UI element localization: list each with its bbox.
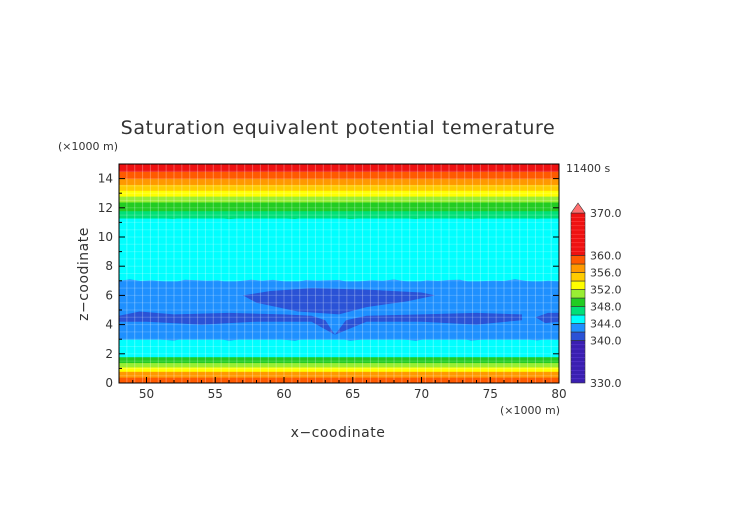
region-low-theta-right-tip — [535, 312, 559, 324]
contour-layer-3 — [119, 362, 559, 368]
colorbar-overflow-arrow — [570, 202, 586, 214]
x-tick-label: 55 — [208, 387, 223, 401]
contour-edge-lower — [119, 333, 559, 341]
colorbar-band-354-356 — [570, 272, 586, 282]
region-low-theta-band — [119, 311, 522, 335]
x-axis-ticks: 50 55 60 65 70 75 80 — [118, 377, 567, 401]
colorbar-band-342-344 — [570, 323, 586, 333]
colorbar-band-352-354 — [570, 280, 586, 290]
y-tick-label: 0 — [105, 376, 113, 390]
y-axis-label: z−coodinate — [76, 227, 92, 321]
contour-layer-4 — [119, 356, 559, 364]
x-axis-label: x−coodinate — [291, 425, 386, 441]
y-axis-ticks: 0 2 4 6 8 10 12 14 — [98, 172, 559, 390]
y-tick-label: 10 — [98, 230, 113, 244]
x-tick-label: 75 — [483, 387, 498, 401]
region-low-theta-core — [242, 288, 436, 315]
contour-layer-13 — [119, 178, 559, 185]
y-tick-label: 4 — [105, 318, 113, 332]
x-tick-label: 65 — [345, 387, 360, 401]
contour-layer-15 — [119, 164, 559, 172]
contour-edge-top — [119, 212, 559, 220]
contour-layer-7 — [119, 218, 559, 282]
plot-area — [119, 164, 559, 384]
y-tick-label: 12 — [98, 201, 113, 215]
contour-layer-9 — [119, 201, 559, 212]
colorbar-label: 330.0 — [590, 377, 622, 390]
x-unit-label: (×1000 m) — [500, 404, 560, 417]
x-tick-label: 80 — [551, 387, 566, 401]
colorbar: 370.0 360.0 356.0 352.0 348.0 344.0 340.0 330.0 — [570, 202, 622, 390]
colorbar-band-344-346 — [570, 314, 586, 324]
colorbar-label: 348.0 — [590, 301, 622, 314]
contour-layer-14 — [119, 171, 559, 180]
colorbar-label: 370.0 — [590, 207, 622, 220]
contour-layer-12 — [119, 184, 559, 191]
y-tick-label: 14 — [98, 172, 113, 186]
x-tick-label: 60 — [276, 387, 291, 401]
y-unit-label: (×1000 m) — [58, 140, 118, 153]
colorbar-label: 356.0 — [590, 267, 622, 280]
colorbar-band-346-348 — [570, 306, 586, 316]
colorbar-band-348-350 — [570, 297, 586, 307]
colorbar-label: 344.0 — [590, 318, 622, 331]
colorbar-band-358-360 — [570, 255, 586, 265]
x-tick-label: 50 — [139, 387, 154, 401]
contour-layer-2 — [119, 366, 559, 372]
contour-layer-5 — [119, 339, 559, 358]
x-tick-label: 70 — [414, 387, 429, 401]
y-tick-label: 8 — [105, 259, 113, 273]
colorbar-band-356-358 — [570, 263, 586, 273]
colorbar-label: 360.0 — [590, 250, 622, 263]
colorbar-label: 340.0 — [590, 335, 622, 348]
contour-layer-1 — [119, 371, 559, 378]
y-tick-label: 6 — [105, 288, 113, 302]
y-tick-label: 2 — [105, 347, 113, 361]
contour-layer-11 — [119, 190, 559, 197]
colorbar-label: 352.0 — [590, 284, 622, 297]
colorbar-band-340-342 — [570, 331, 586, 341]
contour-edge-upper — [119, 279, 559, 287]
chart-title: Saturation equivalent potential temeratu… — [121, 117, 556, 139]
contour-layer-10 — [119, 196, 559, 203]
time-label: 11400 s — [566, 162, 610, 175]
colorbar-band-350-352 — [570, 289, 586, 299]
grid-lines — [119, 164, 559, 383]
